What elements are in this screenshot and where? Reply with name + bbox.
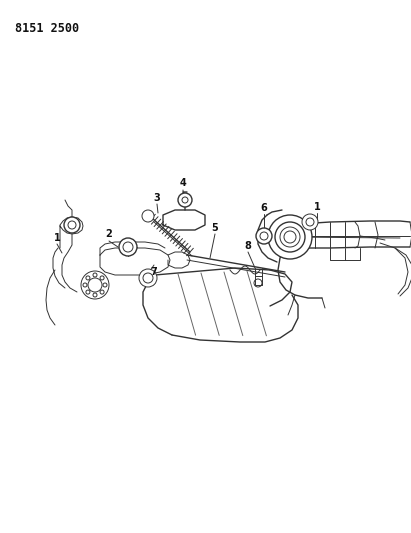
Text: 8: 8 xyxy=(245,241,252,251)
Text: 8151 2500: 8151 2500 xyxy=(15,22,79,35)
Circle shape xyxy=(119,238,137,256)
Circle shape xyxy=(139,269,157,287)
Circle shape xyxy=(268,215,312,259)
Text: 4: 4 xyxy=(180,178,186,188)
Circle shape xyxy=(302,214,318,230)
Text: 7: 7 xyxy=(150,267,157,277)
Circle shape xyxy=(142,210,154,222)
Text: 3: 3 xyxy=(154,193,160,203)
Text: 1: 1 xyxy=(314,202,321,212)
Text: 2: 2 xyxy=(106,229,112,239)
Circle shape xyxy=(178,193,192,207)
Text: 5: 5 xyxy=(212,223,218,233)
Text: 1: 1 xyxy=(53,233,60,243)
Circle shape xyxy=(64,217,80,233)
Circle shape xyxy=(256,228,272,244)
Text: 6: 6 xyxy=(261,203,268,213)
